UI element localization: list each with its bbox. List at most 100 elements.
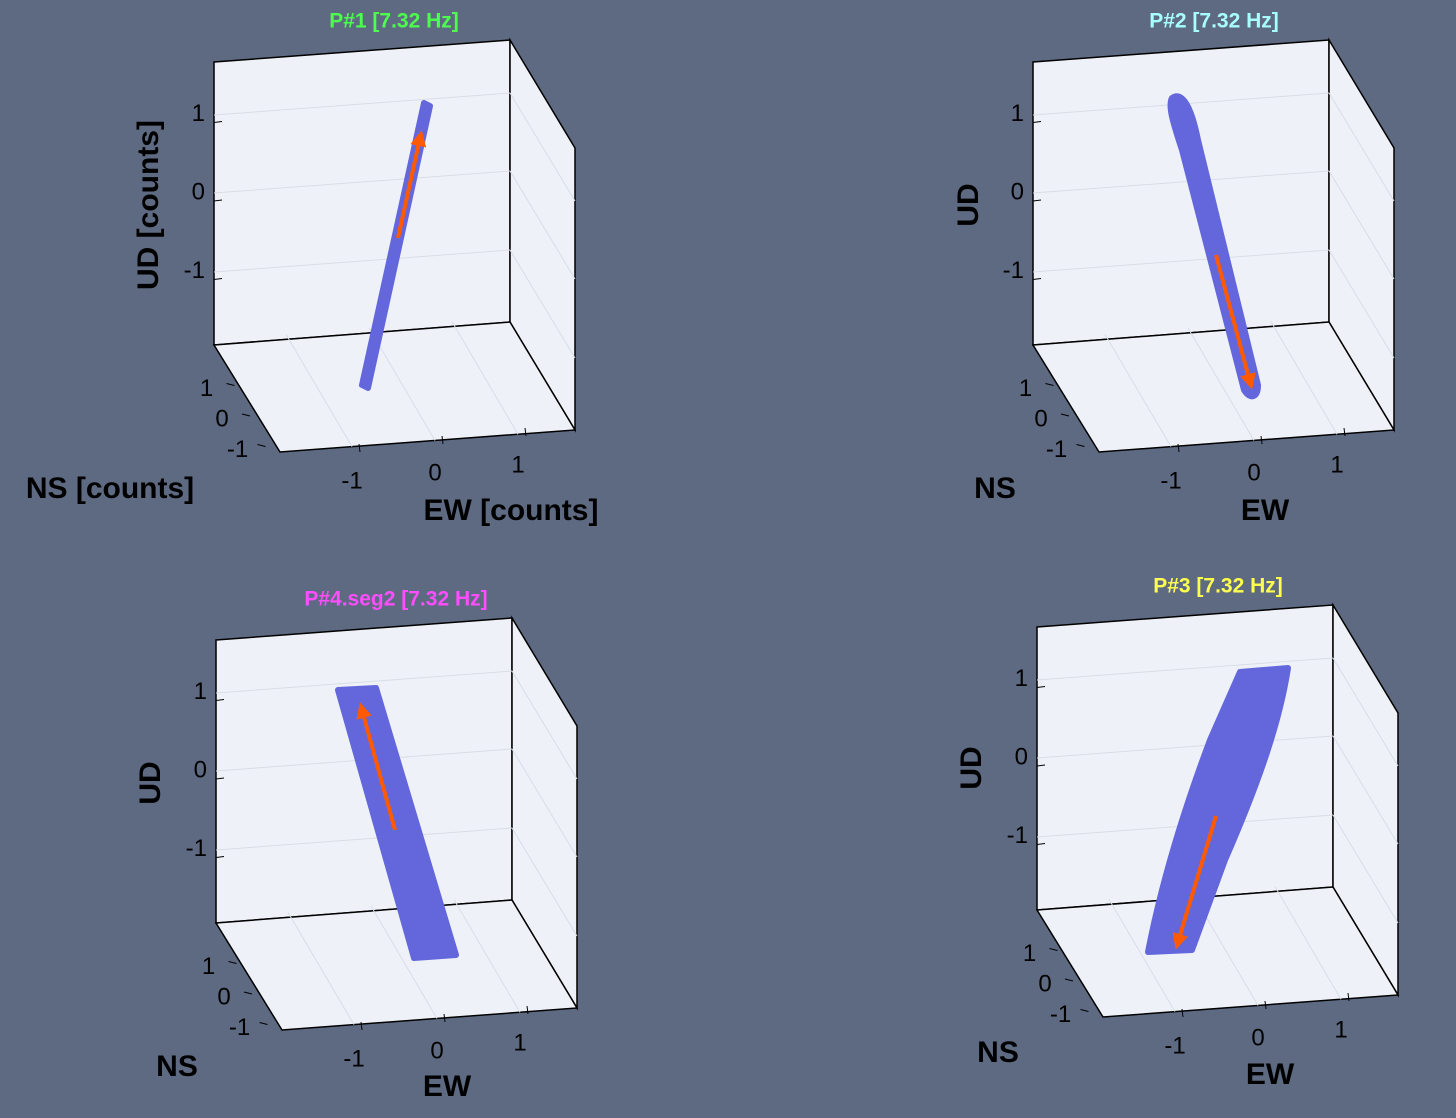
grid-line (509, 249, 576, 359)
z-tick-label: 1 (192, 100, 205, 127)
x-tick-label: 1 (1330, 451, 1343, 478)
y-tick-label: 0 (1038, 970, 1051, 997)
y-tick (1080, 1009, 1089, 1012)
grid-line (1274, 886, 1342, 1000)
x-tick-label: 1 (513, 1029, 526, 1056)
y-tick-label: -1 (1050, 1001, 1071, 1028)
z-tick-label: -1 (1003, 257, 1024, 284)
z-tick (1036, 764, 1046, 767)
y-tick-label: -1 (1046, 436, 1067, 463)
y-tick (259, 1022, 268, 1025)
y-tick (1049, 948, 1058, 951)
grid-line (1036, 735, 1334, 759)
z-tick-label: 0 (192, 178, 205, 205)
z-tick-label: -1 (186, 835, 207, 862)
grid-line (213, 170, 511, 194)
x-tick-label: 0 (1247, 459, 1260, 486)
particle-cloud (335, 685, 459, 961)
z-tick (213, 121, 223, 123)
grid-line (1104, 334, 1172, 447)
grid-line (215, 670, 513, 694)
x-tick (358, 443, 361, 453)
floor (212, 321, 577, 453)
y-axis-label: NS (156, 1050, 198, 1083)
x-tick-label: 1 (1334, 1016, 1347, 1043)
z-axis-label: UD [counts] (132, 120, 165, 290)
y-tick-label: 0 (217, 983, 230, 1010)
x-tick-label: -1 (1164, 1032, 1185, 1059)
z-tick (1036, 843, 1046, 845)
grid-line (1328, 170, 1395, 280)
z-axis-label: UD (134, 761, 167, 804)
back-wall (213, 39, 511, 346)
grid-line (1332, 735, 1399, 845)
z-tick-label: -1 (184, 257, 205, 284)
grid-line (1032, 249, 1330, 273)
grid-line (511, 748, 578, 858)
motion-arrow (1214, 254, 1256, 390)
panel-title: P#1 [7.32 Hz] (329, 10, 459, 33)
grid-line (213, 249, 511, 273)
floor (1031, 321, 1396, 453)
grid-line (509, 92, 576, 202)
x-axis-label: EW [counts] (424, 494, 599, 527)
y-tick (243, 991, 253, 995)
x-tick-label: -1 (1160, 467, 1181, 494)
grid-line (453, 899, 521, 1013)
grid-line (511, 670, 578, 780)
motion-arrow (1172, 815, 1218, 950)
grid-line (285, 334, 353, 447)
z-tick (215, 699, 225, 701)
grid-line (1332, 814, 1399, 924)
y-tick-label: 1 (200, 375, 213, 402)
y-tick (1076, 444, 1085, 447)
y-tick (226, 383, 235, 386)
x-tick-label: -1 (341, 467, 362, 494)
y-tick (1064, 978, 1074, 982)
z-tick (213, 278, 223, 280)
grid-line (1328, 249, 1395, 359)
z-axis-label: UD (955, 746, 988, 789)
y-tick-label: 0 (1034, 405, 1047, 432)
floor (214, 899, 579, 1031)
grid-line (509, 170, 576, 280)
back-wall (1032, 39, 1330, 346)
grid-line (1270, 321, 1338, 435)
z-tick (213, 199, 223, 202)
x-tick-label: 1 (511, 451, 524, 478)
x-tick (1264, 1000, 1267, 1010)
motion-arrow (396, 130, 427, 239)
y-axis-label: NS (974, 472, 1016, 505)
grid-line (1328, 92, 1395, 202)
y-tick-label: -1 (229, 1014, 250, 1041)
x-axis-label: EW (423, 1070, 472, 1103)
grid-line (1187, 327, 1255, 441)
z-tick (1032, 199, 1042, 202)
z-tick-label: 0 (1015, 743, 1028, 770)
z-tick-label: 1 (1015, 665, 1028, 692)
z-tick-label: -1 (1007, 822, 1028, 849)
x-tick (360, 1021, 363, 1031)
z-tick (215, 777, 225, 780)
y-tick-label: 1 (1019, 375, 1032, 402)
x-axis-label: EW (1246, 1058, 1295, 1091)
x-tick (526, 1005, 529, 1015)
y-tick-label: 1 (202, 953, 215, 980)
x-tick-label: 0 (430, 1037, 443, 1064)
z-tick (1032, 121, 1042, 123)
x-tick (1177, 443, 1180, 453)
z-tick-label: 0 (1011, 178, 1024, 205)
y-tick (228, 961, 237, 964)
grid-line (1036, 657, 1334, 681)
grid-line (1032, 170, 1330, 194)
x-tick-label: 0 (1251, 1024, 1264, 1051)
grid-line (1332, 657, 1399, 767)
y-tick (1045, 383, 1054, 386)
x-tick (1260, 435, 1263, 445)
grid-line (287, 912, 355, 1025)
x-tick (524, 427, 527, 437)
x-tick (441, 435, 444, 445)
z-tick (215, 856, 225, 858)
y-tick (1060, 413, 1070, 417)
